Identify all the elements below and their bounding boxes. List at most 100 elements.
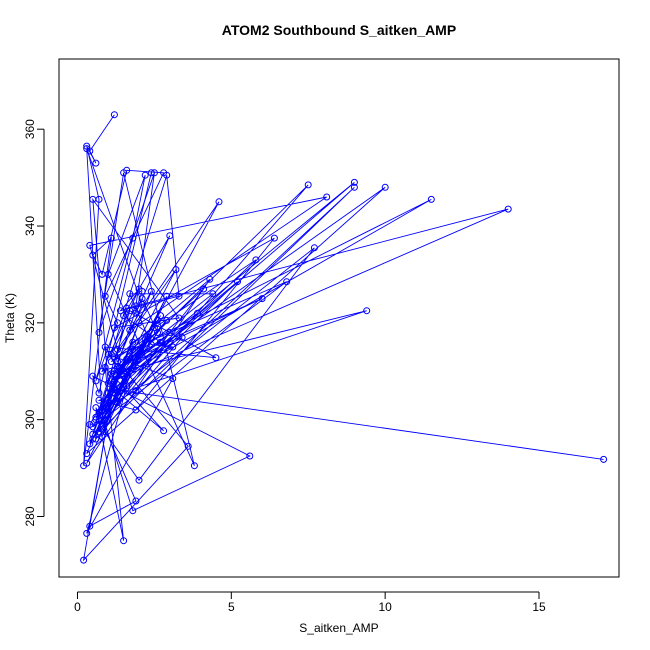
data-point	[154, 329, 161, 336]
data-point	[147, 341, 155, 349]
data-point	[135, 476, 143, 484]
data-point	[86, 241, 94, 249]
data-point	[114, 392, 121, 399]
data-point	[107, 234, 115, 242]
data-point	[95, 428, 103, 436]
data-point	[98, 416, 106, 424]
data-point	[89, 251, 97, 259]
data-point	[310, 244, 318, 252]
data-point	[83, 142, 91, 150]
data-point	[89, 372, 97, 380]
data-point	[117, 307, 124, 315]
data-point	[107, 358, 115, 366]
data-point	[141, 171, 149, 179]
data-point	[107, 350, 115, 358]
data-point	[110, 111, 118, 119]
data-point	[114, 399, 121, 407]
x-tick-label: 5	[228, 600, 235, 614]
data-point	[126, 326, 134, 334]
data-point	[120, 372, 128, 380]
data-point	[86, 522, 94, 530]
y-tick-label: 280	[23, 506, 37, 526]
data-point	[95, 389, 103, 397]
data-point	[83, 450, 91, 458]
series-line	[83, 114, 215, 466]
data-point	[114, 346, 121, 353]
data-point	[98, 433, 106, 441]
data-point	[600, 455, 608, 463]
data-point	[132, 387, 140, 395]
data-point	[234, 278, 241, 286]
y-tick-label: 320	[23, 313, 37, 333]
x-axis-label: S_aitken_AMP	[299, 621, 378, 635]
data-point	[200, 285, 208, 293]
data-point	[92, 159, 100, 167]
data-point	[138, 295, 146, 303]
chart-title: ATOM2 Southbound S_aitken_AMP	[222, 22, 456, 38]
x-tick-label: 15	[532, 600, 546, 614]
data-point	[163, 171, 171, 179]
data-point	[98, 367, 106, 375]
data-point	[92, 404, 100, 412]
data-point	[132, 497, 140, 505]
data-point	[80, 556, 88, 564]
data-point	[504, 205, 512, 213]
data-point	[166, 329, 174, 336]
data-point	[150, 169, 158, 177]
data-point	[110, 384, 118, 392]
data-point	[101, 292, 109, 300]
data-point	[92, 435, 100, 443]
y-tick-label: 300	[23, 409, 37, 429]
x-tick-label: 0	[74, 600, 81, 614]
data-point	[129, 346, 137, 353]
data-point	[92, 377, 100, 385]
data-point	[89, 423, 97, 431]
data-point	[86, 440, 94, 448]
data-point	[363, 307, 371, 315]
data-point	[89, 430, 97, 438]
data-point	[175, 292, 183, 300]
x-tick-label: 10	[378, 600, 392, 614]
data-point	[101, 411, 109, 419]
data-point	[178, 333, 186, 341]
data-point	[98, 406, 106, 414]
data-point	[83, 529, 91, 537]
data-point	[80, 462, 88, 470]
data-point	[104, 396, 112, 404]
data-point	[110, 370, 118, 378]
x-axis: 0 5 10 15	[74, 591, 546, 614]
data-point	[141, 336, 149, 344]
data-point	[95, 396, 103, 404]
data-point	[120, 312, 128, 320]
data-point	[126, 290, 134, 298]
data-point	[104, 394, 112, 402]
data-point	[206, 275, 214, 283]
data-point	[246, 452, 254, 460]
data-point	[350, 183, 358, 191]
data-point	[89, 435, 97, 443]
data-point	[270, 234, 278, 242]
data-point	[166, 232, 174, 240]
data-point	[110, 377, 118, 385]
data-point	[86, 147, 94, 155]
data-point	[120, 169, 128, 177]
plot-area	[80, 111, 608, 564]
data-point	[120, 367, 128, 375]
data-point	[157, 338, 164, 346]
data-point	[132, 406, 140, 414]
data-point	[194, 309, 201, 317]
data-point	[190, 462, 198, 470]
data-point	[110, 367, 118, 375]
y-axis: 280 300 320 340 360	[23, 119, 45, 527]
data-point	[95, 195, 103, 203]
data-point	[95, 329, 103, 336]
data-point	[107, 377, 115, 385]
data-point	[283, 278, 291, 286]
data-point	[169, 343, 177, 351]
y-axis-label: Theta (K)	[3, 293, 17, 343]
data-point	[252, 256, 260, 264]
data-point	[104, 389, 112, 397]
data-point	[258, 295, 266, 303]
data-point	[154, 316, 161, 324]
